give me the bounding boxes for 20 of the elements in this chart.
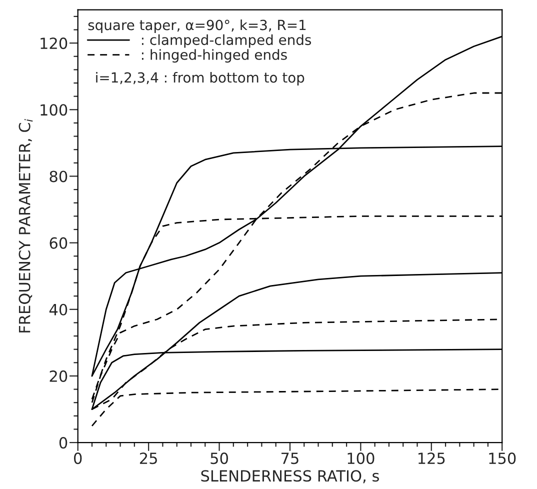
annotation: i=1,2,3,4 : from bottom to top bbox=[96, 72, 304, 86]
x-tick-label: 0 bbox=[74, 452, 82, 464]
y-axis-title: FREQUENCY PARAMETER, C$_{i}$ bbox=[18, 119, 33, 332]
y-tick-label: 100 bbox=[40, 104, 68, 116]
legend-label: : hinged-hinged ends bbox=[142, 49, 287, 63]
x-tick-label: 125 bbox=[418, 452, 445, 464]
y-tick-label: 60 bbox=[50, 237, 68, 249]
x-tick-label: 25 bbox=[140, 452, 157, 464]
legend-title: square taper, α=90°, k=3, R=1 bbox=[88, 20, 306, 33]
y-tick-label: 0 bbox=[59, 437, 68, 449]
y-tick-label: 80 bbox=[50, 170, 68, 182]
legend-label: : clamped-clamped ends bbox=[142, 34, 312, 48]
y-tick-label: 20 bbox=[50, 370, 68, 382]
x-axis-title: SLENDERNESS RATIO, s bbox=[201, 470, 379, 484]
x-tick-label: 100 bbox=[348, 452, 374, 464]
y-tick-label: 120 bbox=[40, 38, 68, 50]
x-tick-label: 50 bbox=[210, 452, 228, 464]
x-tick-label: 150 bbox=[489, 452, 516, 464]
y-tick-label: 40 bbox=[49, 304, 68, 316]
x-tick-label: 75 bbox=[282, 452, 298, 464]
